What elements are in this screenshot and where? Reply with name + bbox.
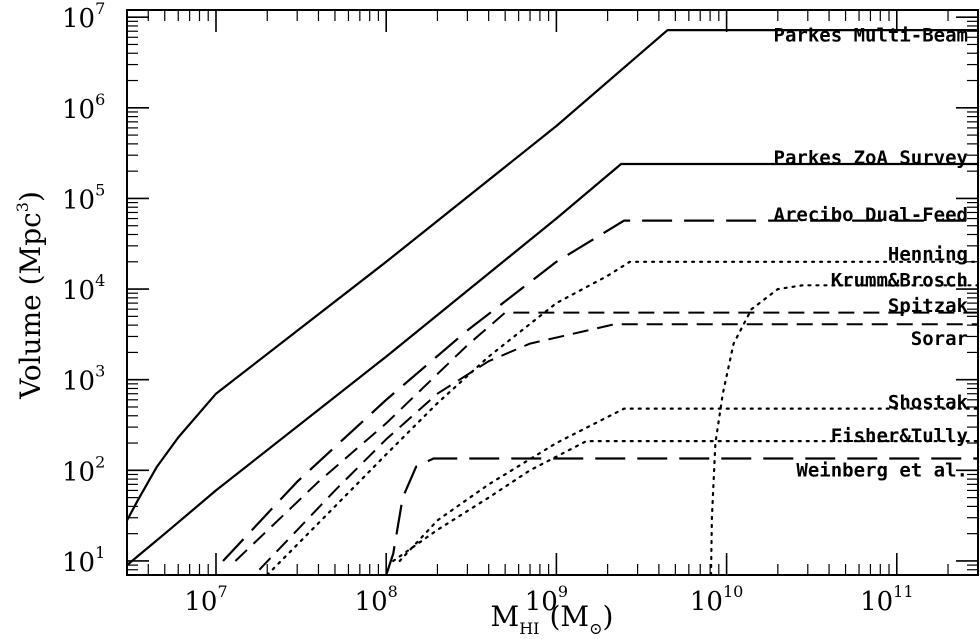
label-parkes-zoa-survey: Parkes ZoA Survey: [774, 147, 968, 169]
y-tick-label: 107: [62, 0, 105, 34]
y-tick-label: 105: [62, 180, 105, 215]
x-tick-label: 109: [525, 582, 568, 617]
series-line-henning: [266, 260, 980, 577]
label-arecibo-dual-feed: Arecibo Dual-Feed: [774, 204, 968, 226]
label-sorar: Sorar: [911, 328, 968, 350]
series-line-parkes-zoa-survey: [126, 162, 978, 566]
y-tick-label: 101: [62, 543, 105, 578]
y-tick-label: 103: [62, 362, 105, 397]
label-shostak: Shostak: [888, 392, 969, 414]
y-tick-label: 106: [62, 90, 105, 125]
series-line-arecibo-dual-feed: [222, 219, 978, 562]
tick-labels: 107 108 109 1010 1011 101 102 103 104 105 106 107: [62, 0, 914, 617]
label-krumm-brosch: Krumm&Brosch: [831, 269, 968, 291]
survey-curves: [126, 29, 980, 577]
series-line-weinberg-et-al-: [385, 457, 978, 576]
series-line-spitzak: [234, 311, 978, 562]
label-weinberg-et-al-: Weinberg et al.: [796, 459, 968, 481]
series-line-sorar: [258, 323, 978, 571]
label-parkes-multi-beam: Parkes Multi-Beam: [774, 24, 968, 46]
label-henning: Henning: [888, 244, 968, 266]
x-tick-label: 107: [184, 582, 227, 617]
label-fisher-tully: Fisher&Tully: [831, 425, 968, 447]
survey-labels: Parkes Multi-Beam Parkes ZoA Survey Arecib…: [774, 24, 969, 481]
series-line-krumm-brosch: [709, 284, 980, 577]
label-spitzak: Spitzak: [888, 295, 969, 317]
x-tick-label: 1011: [860, 582, 913, 617]
x-tick-label: 1010: [690, 582, 743, 617]
y-tick-label: 102: [62, 452, 105, 487]
x-tick-label: 108: [355, 582, 398, 617]
y-tick-label: 104: [62, 271, 105, 306]
plot-frame: [126, 9, 979, 576]
series-line-parkes-multi-beam: [126, 29, 978, 521]
y-axis-title: Volume (Mpc3): [13, 191, 47, 400]
axis-ticks: [126, 10, 979, 576]
x-axis-title: MHI (M⊙): [491, 600, 614, 638]
